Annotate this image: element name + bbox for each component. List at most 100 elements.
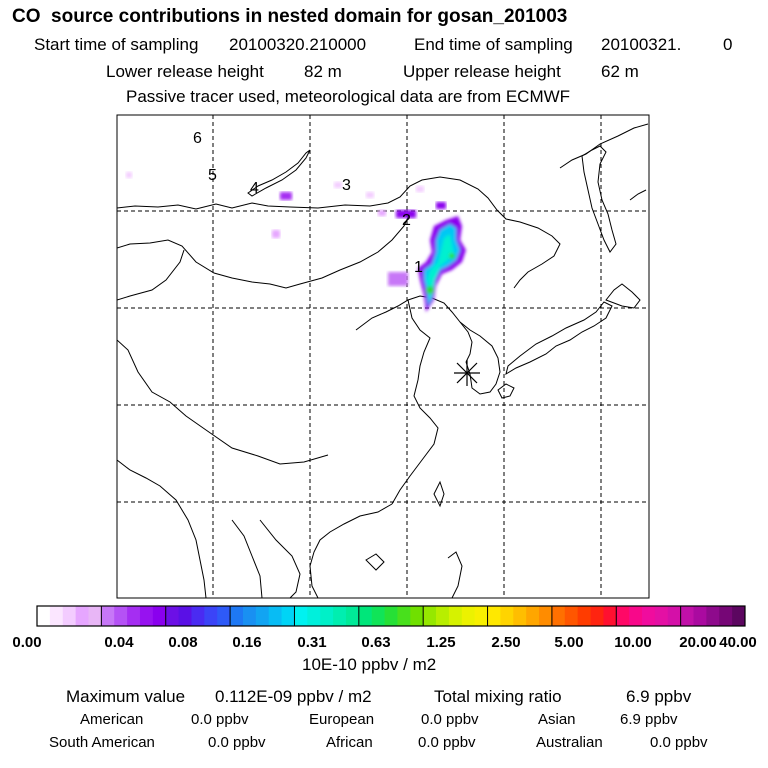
colorbar-label-11: 40.00 [719, 634, 757, 651]
colorbar-bin-2-1 [178, 606, 192, 626]
colorbar-bin-9-2 [642, 606, 656, 626]
colorbar-bin-1-3 [139, 606, 154, 626]
max-value: 0.112E-09 ppbv / m2 [215, 687, 372, 706]
end-time-suffix: 0 [723, 35, 733, 54]
colorbar-bin-10-2 [706, 606, 720, 626]
colorbar-bin-2-2 [191, 606, 205, 626]
grid-lines [117, 115, 649, 598]
colorbar-label-0: 0.00 [12, 634, 42, 651]
colorbar-bin-0-2 [62, 606, 77, 626]
colorbar-bin-10-3 [719, 606, 733, 626]
colorbar-label-4: 0.31 [297, 634, 327, 651]
colorbar-bin-3-0 [230, 606, 244, 626]
end-time-label: End time of sampling [414, 35, 573, 54]
colorbar-unit: 10E-10 ppbv / m2 [302, 655, 437, 674]
colorbar-bin-0-4 [88, 606, 102, 626]
colorbar-bin-1-2 [127, 606, 141, 626]
colorbar-bin-4-2 [320, 606, 334, 626]
colorbar-bin-7-1 [500, 606, 514, 626]
colorbar-bin-5-2 [384, 606, 398, 626]
colorbar-bin-0-0 [37, 606, 51, 626]
trajectory-marker-3: 3 [342, 177, 351, 194]
lower-height-value: 82 m [304, 62, 342, 81]
colorbar-bin-3-3 [268, 606, 282, 626]
colorbar-bin-8-0 [551, 606, 566, 626]
colorbar [37, 606, 746, 626]
colorbar-bin-9-3 [654, 606, 669, 626]
co-plume [126, 172, 466, 312]
colorbar-bin-5-1 [371, 606, 385, 626]
trajectory-marker-1: 1 [414, 259, 423, 276]
start-time-value: 20100320.210000 [229, 35, 367, 54]
colorbar-label-8: 5.00 [554, 634, 584, 651]
colorbar-label-9: 10.00 [614, 634, 652, 651]
colorbar-label-7: 2.50 [491, 634, 521, 651]
tracer-note: Passive tracer used, meteorological data… [126, 87, 571, 106]
start-time-label: Start time of sampling [34, 35, 199, 54]
colorbar-bin-8-1 [564, 606, 579, 626]
map-frame [116, 114, 650, 599]
colorbar-bin-4-1 [307, 606, 321, 626]
region-value-australian: 0.0 ppbv [650, 734, 708, 751]
colorbar-bin-7-4 [539, 606, 553, 626]
colorbar-bin-8-3 [590, 606, 604, 626]
colorbar-bin-8-4 [603, 606, 617, 626]
colorbar-bin-6-0 [423, 606, 437, 626]
coastlines [117, 123, 649, 598]
receptor-star-icon [454, 360, 480, 386]
colorbar-bin-2-4 [217, 606, 231, 626]
region-value-european: 0.0 ppbv [421, 711, 479, 728]
colorbar-bin-0-3 [75, 606, 89, 626]
colorbar-bin-5-4 [410, 606, 424, 626]
region-name-asian: Asian [538, 711, 576, 728]
colorbar-bin-6-2 [448, 606, 463, 626]
colorbar-bin-1-4 [152, 606, 167, 626]
max-value-label: Maximum value [66, 687, 186, 706]
colorbar-bin-4-3 [333, 606, 347, 626]
colorbar-bin-6-1 [436, 606, 450, 626]
colorbar-bin-9-0 [616, 606, 630, 626]
plot-title: CO source contributions in nested domain… [12, 6, 568, 27]
colorbar-bin-4-0 [294, 606, 308, 626]
colorbar-bin-2-3 [204, 606, 218, 626]
colorbar-bin-1-1 [114, 606, 128, 626]
end-time-value: 20100321. [601, 35, 682, 54]
trajectory-marker-6: 6 [193, 130, 202, 147]
lower-height-label: Lower release height [106, 62, 264, 81]
colorbar-label-2: 0.08 [168, 634, 198, 651]
total-mixing-label: Total mixing ratio [434, 687, 562, 706]
region-name-african: African [326, 734, 373, 751]
colorbar-label-5: 0.63 [361, 634, 391, 651]
colorbar-bin-10-1 [693, 606, 707, 626]
colorbar-label-6: 1.25 [426, 634, 456, 651]
colorbar-bin-7-2 [513, 606, 527, 626]
colorbar-label-3: 0.16 [232, 634, 262, 651]
colorbar-bin-6-4 [474, 606, 488, 626]
colorbar-bin-9-4 [667, 606, 682, 626]
colorbar-bin-3-1 [242, 606, 257, 626]
region-value-american: 0.0 ppbv [191, 711, 249, 728]
region-value-african: 0.0 ppbv [418, 734, 476, 751]
region-name-american: American [80, 711, 144, 728]
colorbar-bin-5-0 [358, 606, 373, 626]
colorbar-bin-9-1 [629, 606, 643, 626]
colorbar-bin-7-3 [526, 606, 540, 626]
colorbar-bin-10-4 [732, 606, 746, 626]
colorbar-bin-6-3 [461, 606, 476, 626]
region-name-australian: Australian [536, 734, 603, 751]
colorbar-bin-7-0 [487, 606, 501, 626]
colorbar-label-1: 0.04 [104, 634, 134, 651]
colorbar-bin-3-4 [281, 606, 295, 626]
colorbar-bin-5-3 [397, 606, 411, 626]
trajectory-marker-2: 2 [402, 212, 411, 229]
colorbar-bin-8-2 [577, 606, 591, 626]
colorbar-bin-2-0 [165, 606, 179, 626]
colorbar-bin-4-4 [345, 606, 360, 626]
colorbar-frame [36, 605, 746, 627]
colorbar-bin-1-0 [101, 606, 115, 626]
region-value-asian: 6.9 ppbv [620, 711, 678, 728]
trajectory-marker-5: 5 [208, 167, 217, 184]
region-value-south-american: 0.0 ppbv [208, 734, 266, 751]
region-name-european: European [309, 711, 375, 728]
